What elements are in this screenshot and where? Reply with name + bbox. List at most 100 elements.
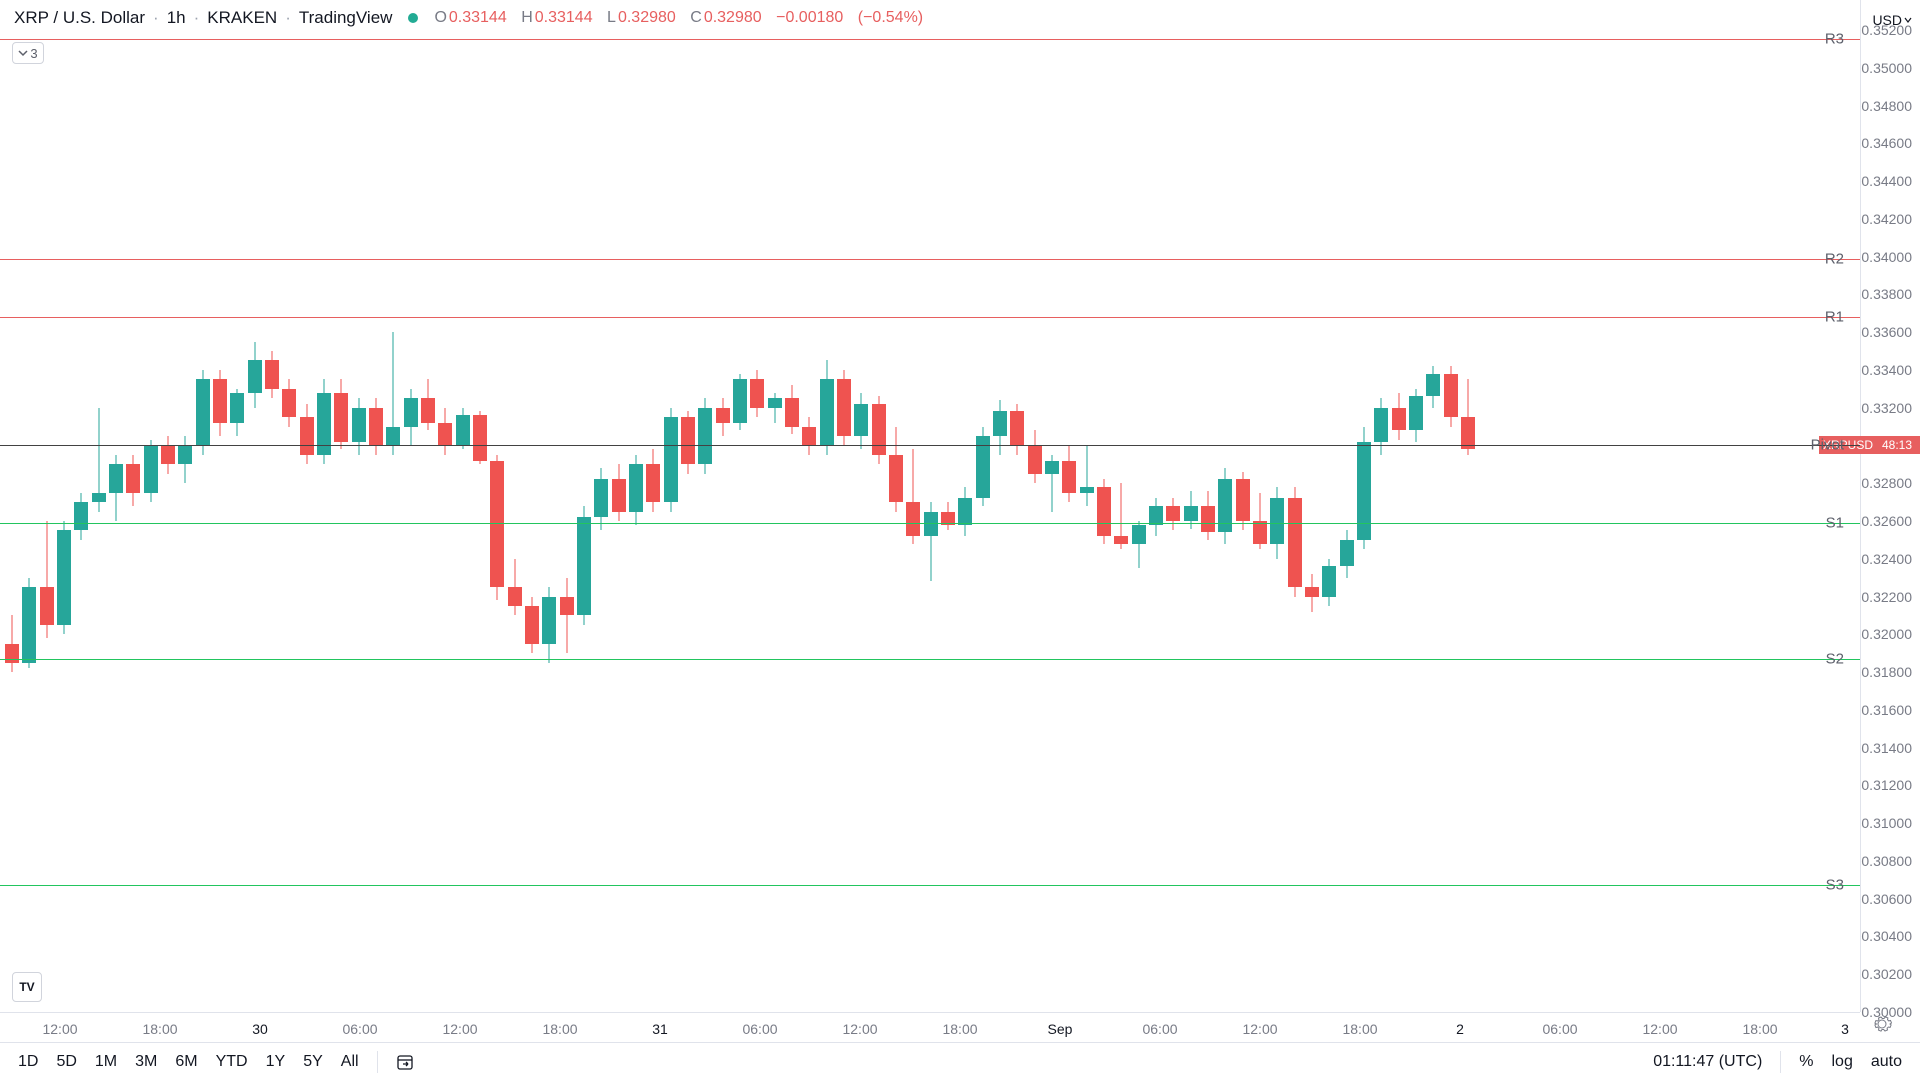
clock-label[interactable]: 01:11:47 (UTC)	[1653, 1053, 1762, 1071]
candle	[854, 393, 868, 450]
price-tick: 0.30800	[1861, 853, 1912, 869]
price-axis[interactable]: USD 0.352000.350000.348000.346000.344000…	[1860, 0, 1920, 1012]
scale-option-log[interactable]: log	[1832, 1053, 1853, 1071]
candle	[213, 370, 227, 436]
time-tick: 31	[652, 1021, 668, 1037]
candle	[785, 385, 799, 434]
timeframe-1y[interactable]: 1Y	[266, 1053, 286, 1071]
pivot-line-pivot[interactable]	[0, 445, 1860, 446]
time-tick: 18:00	[142, 1021, 177, 1037]
candle	[525, 597, 539, 654]
price-tick: 0.32400	[1861, 551, 1912, 567]
candle	[1201, 491, 1215, 540]
candle	[1253, 493, 1267, 550]
price-tick: 0.31800	[1861, 664, 1912, 680]
pivot-line-s2[interactable]	[0, 659, 1860, 660]
pivot-label: S2	[1826, 650, 1844, 667]
settings-gear-icon[interactable]	[1872, 1014, 1892, 1034]
candle	[872, 396, 886, 464]
candle	[438, 408, 452, 455]
candle	[473, 411, 487, 464]
candle	[1166, 498, 1180, 530]
price-tick: 0.30200	[1861, 966, 1912, 982]
candle	[1062, 445, 1076, 502]
time-tick: 2	[1456, 1021, 1464, 1037]
timeframe-1m[interactable]: 1M	[95, 1053, 117, 1071]
time-tick: 18:00	[1742, 1021, 1777, 1037]
time-tick: 18:00	[1342, 1021, 1377, 1037]
candle	[664, 408, 678, 512]
timeframe-1d[interactable]: 1D	[18, 1053, 38, 1071]
pivot-line-r1[interactable]	[0, 317, 1860, 318]
candle	[837, 370, 851, 446]
candle	[1218, 468, 1232, 544]
candle	[716, 398, 730, 436]
candle	[334, 379, 348, 449]
price-tick: 0.33600	[1861, 324, 1912, 340]
candle	[1149, 498, 1163, 536]
candle	[144, 440, 158, 502]
time-axis[interactable]: 12:0018:003006:0012:0018:003106:0012:001…	[0, 1012, 1860, 1042]
candle	[456, 408, 470, 450]
price-tick: 0.31600	[1861, 702, 1912, 718]
candle	[889, 427, 903, 512]
timeframe-ytd[interactable]: YTD	[216, 1053, 248, 1071]
candle	[40, 521, 54, 638]
price-tick: 0.31000	[1861, 815, 1912, 831]
timeframe-5d[interactable]: 5D	[56, 1053, 76, 1071]
candle	[178, 436, 192, 483]
chart-area[interactable]	[0, 0, 1860, 1012]
candle	[1444, 366, 1458, 426]
pivot-line-s3[interactable]	[0, 885, 1860, 886]
time-tick: 3	[1841, 1021, 1849, 1037]
candle	[1236, 472, 1250, 531]
price-tick: 0.34600	[1861, 135, 1912, 151]
pivot-line-r2[interactable]	[0, 259, 1860, 260]
time-tick: 18:00	[542, 1021, 577, 1037]
candle	[750, 370, 764, 417]
candle	[820, 360, 834, 454]
pivot-line-r3[interactable]	[0, 39, 1860, 40]
timeframe-3m[interactable]: 3M	[135, 1053, 157, 1071]
time-tick: 06:00	[1542, 1021, 1577, 1037]
candle	[612, 464, 626, 521]
candle	[1080, 445, 1094, 505]
time-tick: 06:00	[342, 1021, 377, 1037]
scale-option-auto[interactable]: auto	[1871, 1053, 1902, 1071]
timeframe-all[interactable]: All	[341, 1053, 359, 1071]
candle	[57, 521, 71, 634]
candle	[1340, 530, 1354, 577]
goto-date-icon[interactable]	[396, 1053, 414, 1071]
candle	[126, 455, 140, 506]
candle	[1114, 483, 1128, 549]
price-tick: 0.30600	[1861, 891, 1912, 907]
candle	[1305, 574, 1319, 612]
candle	[22, 578, 36, 669]
price-tick: 0.32200	[1861, 589, 1912, 605]
candle	[109, 455, 123, 521]
candle	[161, 436, 175, 474]
price-tick: 0.33400	[1861, 362, 1912, 378]
price-tick: 0.30400	[1861, 928, 1912, 944]
time-tick: Sep	[1048, 1021, 1073, 1037]
tradingview-logo[interactable]: TV	[12, 972, 42, 1002]
candle	[976, 427, 990, 506]
candle	[958, 487, 972, 536]
price-tick: 0.35200	[1861, 22, 1912, 38]
time-tick: 12:00	[1242, 1021, 1277, 1037]
timeframe-5y[interactable]: 5Y	[303, 1053, 323, 1071]
candle	[906, 449, 920, 543]
price-tick: 0.34400	[1861, 173, 1912, 189]
timeframe-6m[interactable]: 6M	[175, 1053, 197, 1071]
price-tick: 0.31400	[1861, 740, 1912, 756]
candle	[1028, 430, 1042, 483]
candle	[629, 455, 643, 525]
candle	[941, 502, 955, 530]
candle	[1392, 393, 1406, 440]
time-tick: 12:00	[42, 1021, 77, 1037]
countdown-badge: 48:13	[1878, 436, 1916, 454]
pivot-line-s1[interactable]	[0, 523, 1860, 524]
price-tick: 0.32000	[1861, 626, 1912, 642]
candle	[594, 468, 608, 530]
scale-option-%[interactable]: %	[1799, 1053, 1813, 1071]
